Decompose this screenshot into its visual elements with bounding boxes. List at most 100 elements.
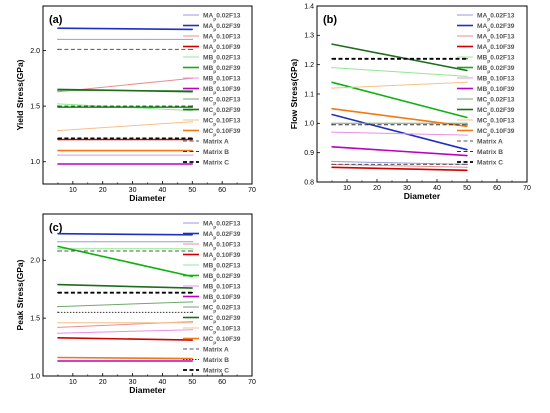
plot-frame bbox=[42, 5, 253, 185]
x-tick-label-30: 30 bbox=[403, 185, 411, 192]
y-tick-label-1.0: 1.0 bbox=[30, 159, 40, 166]
series-line-11 bbox=[57, 121, 193, 132]
series-line-2 bbox=[57, 232, 193, 236]
x-axis-title: Diameter bbox=[129, 193, 166, 203]
series-line-12 bbox=[331, 107, 468, 128]
data-point bbox=[57, 154, 59, 156]
legend-label-4: MAp0.10F39 bbox=[203, 252, 241, 262]
data-point bbox=[57, 241, 59, 243]
x-tick-label-30: 30 bbox=[129, 187, 137, 194]
legend-label-11: MCp0.10F13 bbox=[203, 325, 241, 335]
data-point bbox=[57, 305, 59, 308]
data-point bbox=[331, 163, 333, 166]
y-axis-title: Flow Stress(GPa) bbox=[289, 59, 299, 130]
legend-label-7: MBp0.10F13 bbox=[477, 75, 515, 85]
legend-label-1: MAp0.02F13 bbox=[477, 12, 515, 22]
data-point bbox=[331, 107, 333, 110]
data-point bbox=[191, 48, 193, 51]
data-point bbox=[191, 149, 193, 152]
legend-label-3: MAp0.10F13 bbox=[477, 33, 515, 43]
data-point bbox=[331, 113, 333, 116]
legend-label-8: MBp0.10F39 bbox=[477, 86, 515, 96]
series-line-10 bbox=[57, 283, 193, 289]
data-point bbox=[191, 250, 193, 252]
legend-label-6: MBp0.02F39 bbox=[477, 65, 515, 75]
data-point bbox=[57, 137, 59, 140]
data-point bbox=[57, 106, 59, 108]
y-tick-label-2.0: 2.0 bbox=[30, 258, 40, 265]
data-point bbox=[466, 122, 468, 125]
data-point bbox=[57, 326, 59, 329]
data-point bbox=[191, 287, 193, 289]
x-tick-label-70: 70 bbox=[523, 185, 531, 192]
data-point bbox=[331, 166, 333, 169]
data-point bbox=[191, 311, 193, 314]
data-point bbox=[466, 134, 468, 136]
data-point bbox=[57, 129, 59, 132]
data-point bbox=[57, 332, 59, 334]
data-point bbox=[191, 291, 193, 294]
x-tick-label-10: 10 bbox=[69, 187, 77, 194]
legend-label-10: MCp0.02F39 bbox=[203, 107, 241, 117]
data-point bbox=[466, 154, 468, 157]
legend-label-12: MCp0.10F39 bbox=[477, 128, 515, 138]
data-point bbox=[57, 356, 59, 359]
series-line-12 bbox=[57, 356, 193, 360]
legend-label-5: MBp0.02F13 bbox=[477, 54, 515, 64]
data-point bbox=[57, 90, 59, 93]
y-axis-title: Peak Stress(GPa) bbox=[15, 259, 25, 330]
data-point bbox=[57, 311, 59, 314]
data-point bbox=[57, 283, 59, 286]
data-point bbox=[57, 88, 59, 91]
data-point bbox=[191, 322, 193, 324]
data-point bbox=[466, 149, 468, 151]
plot-frame bbox=[42, 213, 253, 377]
series-line-8 bbox=[331, 146, 468, 157]
legend-label-4: MAp0.10F39 bbox=[477, 44, 515, 54]
data-point bbox=[191, 154, 193, 156]
data-point bbox=[466, 125, 468, 127]
data-point bbox=[57, 163, 59, 165]
legend-label-2: MAp0.02F39 bbox=[203, 23, 241, 33]
data-point bbox=[57, 291, 59, 294]
x-tick-label-60: 60 bbox=[218, 187, 226, 194]
legend-label-15: Matrix C bbox=[203, 159, 229, 166]
series-line-11 bbox=[331, 81, 468, 89]
x-tick-label-10: 10 bbox=[69, 379, 77, 386]
data-point bbox=[466, 75, 468, 78]
legend-label-14: Matrix B bbox=[477, 149, 503, 156]
legend-label-4: MAp0.10F39 bbox=[203, 44, 241, 54]
data-point bbox=[191, 163, 193, 165]
data-point bbox=[191, 357, 193, 360]
chart-panel-1: 10 20 30 40 50 60 70 1.0 1.5 2.0 Diameter Yield Str… bbox=[15, 5, 256, 203]
x-tick-label-50: 50 bbox=[188, 187, 196, 194]
data-point bbox=[331, 66, 333, 69]
x-tick-label-30: 30 bbox=[129, 379, 137, 386]
series-line-10 bbox=[57, 88, 193, 93]
data-point bbox=[191, 90, 193, 93]
legend-label-13: Matrix A bbox=[477, 138, 503, 145]
data-point bbox=[331, 160, 333, 163]
legend-label-3: MAp0.10F13 bbox=[203, 33, 241, 43]
data-point bbox=[466, 58, 468, 60]
data-point bbox=[191, 241, 193, 243]
y-tick-label-1.4: 1.4 bbox=[304, 3, 314, 10]
data-point bbox=[466, 163, 468, 166]
x-tick-label-60: 60 bbox=[493, 185, 501, 192]
x-tick-label-20: 20 bbox=[99, 187, 107, 194]
legend-label-5: MBp0.02F13 bbox=[203, 262, 241, 272]
legend-label-13: Matrix A bbox=[203, 138, 229, 145]
data-point bbox=[57, 103, 59, 105]
panel-label: (a) bbox=[49, 14, 63, 26]
legend-label-9: MCp0.02F13 bbox=[203, 304, 241, 314]
data-point bbox=[331, 43, 333, 45]
data-point bbox=[57, 360, 59, 362]
legend-label-2: MAp0.02F39 bbox=[203, 231, 241, 241]
legend-label-3: MAp0.10F13 bbox=[203, 241, 241, 251]
legend-label-5: MBp0.02F13 bbox=[203, 54, 241, 64]
legend-label-10: MCp0.02F39 bbox=[477, 107, 515, 117]
data-point bbox=[191, 234, 193, 236]
data-point bbox=[191, 360, 193, 362]
y-tick-label-0.8: 0.8 bbox=[304, 179, 314, 186]
